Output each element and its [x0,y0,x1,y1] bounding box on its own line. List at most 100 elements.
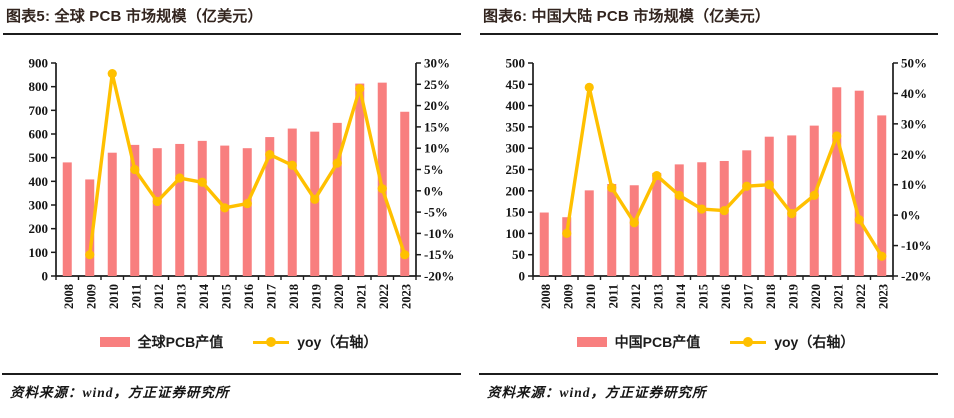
yoy-marker [175,173,185,183]
svg-text:2015: 2015 [696,284,710,309]
bar-2010 [584,190,594,276]
yoy-marker [130,164,140,175]
svg-text:200: 200 [506,183,526,198]
bar-2012 [629,185,639,276]
svg-text:2013: 2013 [174,284,188,309]
bar-series-label: 中国PCB产值 [614,334,701,350]
figure-5-source-rule [2,373,461,375]
svg-text:15%: 15% [424,119,450,134]
svg-text:40%: 40% [901,86,927,101]
bar-2017 [742,150,752,276]
legend-item-bar: 全球PCB产值 [99,332,223,352]
svg-text:300: 300 [29,198,49,213]
bar-2023 [400,111,410,277]
svg-text:0: 0 [42,269,49,284]
bar-2011 [607,183,617,276]
yoy-marker [287,160,297,170]
svg-text:800: 800 [29,79,49,94]
svg-text:500: 500 [29,150,49,165]
figure-5-panel: 图表5: 全球 PCB 市场规模（亿美元） 0 100 200 300 400 500 60… [2,8,461,400]
bar-2022 [854,90,864,276]
svg-text:2011: 2011 [606,284,620,308]
yoy-marker [652,170,662,181]
line-swatch-marker [743,337,754,347]
svg-text:2015: 2015 [219,284,233,309]
svg-text:2019: 2019 [786,284,800,309]
bar-2009 [562,217,572,276]
bar-2009 [85,179,95,276]
svg-text:50: 50 [512,247,525,262]
svg-text:0%: 0% [424,183,444,198]
bar-2020 [332,122,342,276]
svg-text:2016: 2016 [242,284,256,309]
bar-2010 [107,152,117,276]
yoy-marker [697,204,707,214]
legend-item-line: yoy（右轴） [253,332,377,352]
bar-2014 [674,164,684,276]
figure-6-chart-canvas: 0 50 100 150 200 250 300 350 400 450 500 -20% -10% 0%… [506,56,932,310]
bar-2018 [287,128,297,276]
svg-text:2020: 2020 [809,284,823,309]
svg-text:2020: 2020 [332,284,346,309]
svg-text:100: 100 [29,245,49,260]
legend-item-bar: 中国PCB产值 [576,332,701,352]
svg-text:50%: 50% [901,56,927,71]
svg-text:-5%: -5% [424,205,448,220]
svg-text:2009: 2009 [84,284,98,309]
svg-text:350: 350 [506,119,526,134]
yoy-line-series [85,69,410,260]
svg-text:2021: 2021 [354,284,368,309]
yoy-marker [809,190,819,200]
figure-5-title: 图表5: 全球 PCB 市场规模（亿美元） [6,8,263,25]
svg-text:2023: 2023 [399,284,413,309]
figure-6-source-text: 资料来源：wind，方正证券研究所 [487,385,707,400]
svg-text:20%: 20% [901,147,927,162]
figure-5-source-text: 资料来源：wind，方正证券研究所 [10,385,230,400]
x-axis-labels: 2008 2009 2010 2011 2012 2013 2014 2015 2016 2017… [62,283,414,309]
svg-text:500: 500 [506,56,526,71]
bar-2019 [787,135,797,276]
svg-text:0%: 0% [901,208,921,223]
svg-text:2008: 2008 [539,284,553,309]
svg-text:700: 700 [29,103,49,118]
bar-2022 [377,82,387,276]
bar-2017 [265,137,275,276]
bar-2011 [130,144,140,276]
figure-6-panel: 图表6: 中国大陆 PCB 市场规模（亿美元） 0 50 100 150 200 250 3… [477,0,954,418]
yoy-marker [400,250,410,260]
svg-text:-10%: -10% [901,238,931,253]
bar-series [62,82,410,277]
svg-text:2012: 2012 [629,284,643,309]
yoy-marker [377,184,387,194]
svg-text:400: 400 [29,174,49,189]
svg-text:250: 250 [506,162,526,177]
yoy-marker [742,181,752,191]
line-series-swatch [730,337,767,347]
svg-text:400: 400 [506,98,526,113]
bar-2018 [764,136,774,276]
yoy-marker [607,183,617,193]
svg-text:2018: 2018 [287,284,301,309]
svg-text:2013: 2013 [651,284,665,309]
svg-text:2021: 2021 [831,284,845,309]
bar-series-swatch [99,337,130,347]
yoy-marker [220,203,230,213]
svg-text:2012: 2012 [152,284,166,309]
svg-text:0: 0 [519,269,526,284]
svg-text:900: 900 [29,56,49,71]
bar-2021 [355,83,365,276]
yoy-marker [832,131,842,141]
bar-2016 [242,148,252,276]
svg-text:30%: 30% [424,56,450,71]
line-series-label: yoy（右轴） [774,334,855,350]
svg-text:-20%: -20% [424,269,454,284]
axes: 0 50 100 150 200 250 300 350 400 450 500 -20% -10% 0%… [506,56,932,284]
line-series-swatch [253,337,290,347]
svg-text:-10%: -10% [424,226,454,241]
svg-text:10%: 10% [901,177,927,192]
yoy-marker [332,158,342,168]
svg-text:200: 200 [29,221,49,236]
yoy-marker [629,218,639,228]
svg-text:300: 300 [506,141,526,156]
legend-item-line: yoy（右轴） [730,332,854,352]
